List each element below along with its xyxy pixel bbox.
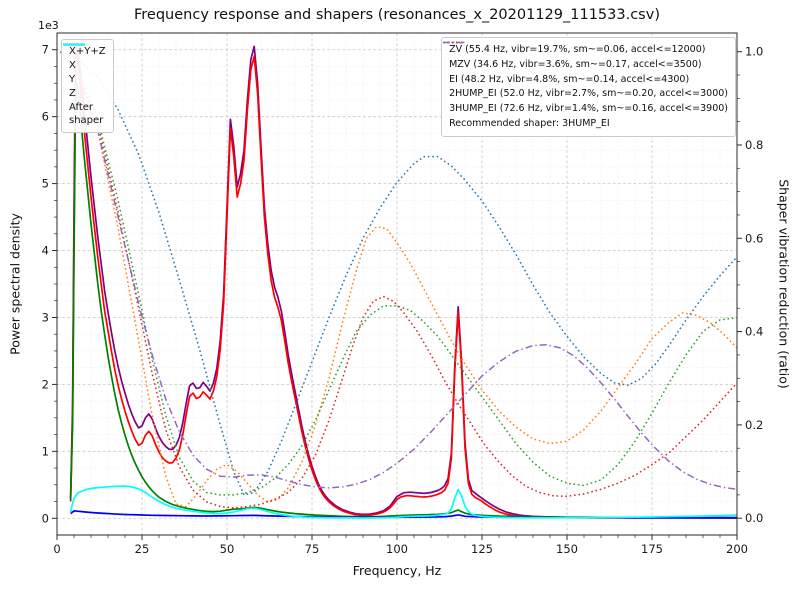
legend-item-y: Y bbox=[63, 43, 106, 86]
y-right-tick-label: 0.6 bbox=[745, 231, 763, 245]
x-tick-label: 150 bbox=[556, 542, 578, 556]
y-right-tick-label: 0.8 bbox=[745, 138, 763, 152]
x-axis-label: Frequency, Hz bbox=[352, 563, 442, 578]
x-tick-label: 175 bbox=[641, 542, 663, 556]
legend-item-mzv: MZV (34.6 Hz, vibr=3.6%, sm~=0.17, accel… bbox=[443, 41, 728, 72]
y-axis-label-left: Power spectral density bbox=[7, 213, 23, 355]
shaper-series-2HUMP_EI bbox=[59, 51, 737, 509]
legend-item-zv: ZV (55.4 Hz, vibr=19.7%, sm~=0.06, accel… bbox=[443, 41, 728, 57]
legend-line-sample bbox=[442, 38, 466, 47]
x-tick-label: 50 bbox=[220, 542, 235, 556]
y-left-tick-label: 6 bbox=[42, 110, 49, 124]
curves bbox=[59, 45, 737, 519]
legend-label: 2HUMP_EI (52.0 Hz, vibr=2.7%, sm~=0.20, … bbox=[449, 88, 728, 100]
legend-item-2hump_ei: 2HUMP_EI (52.0 Hz, vibr=2.7%, sm~=0.20, … bbox=[443, 41, 728, 101]
y-right-tick-label: 1.0 bbox=[745, 45, 763, 59]
y-left-tick-label: 0 bbox=[42, 511, 49, 525]
legend-item-z: Z bbox=[63, 43, 106, 100]
legend-label: 3HUMP_EI (72.6 Hz, vibr=1.4%, sm~=0.16, … bbox=[449, 103, 728, 115]
y-left-tick-label: 4 bbox=[42, 244, 49, 258]
y-right-tick-label: 0.2 bbox=[745, 418, 763, 432]
legend-label: Y bbox=[69, 74, 76, 85]
legend-item-recommended-shaper-note: Recommended shaper: 3HUMP_EI bbox=[449, 117, 728, 131]
y-left-tick-label: 2 bbox=[42, 377, 49, 391]
legend-label: Z bbox=[69, 88, 76, 99]
psd-series-after bbox=[69, 485, 737, 519]
legend-line-sample bbox=[63, 43, 85, 46]
psd-series-x bbox=[69, 55, 737, 519]
legend-label: X bbox=[69, 60, 76, 71]
legend-item-after: After shaper bbox=[63, 43, 106, 127]
legend-label: Recommended shaper: 3HUMP_EI bbox=[449, 117, 610, 129]
y-left-tick-label: 7 bbox=[42, 43, 49, 57]
legend-label: EI (48.2 Hz, vibr=4.8%, sm~=0.14, accel<… bbox=[449, 73, 690, 85]
legend-label: ZV (55.4 Hz, vibr=19.7%, sm~=0.06, accel… bbox=[449, 44, 706, 55]
x-tick-label: 75 bbox=[305, 542, 320, 556]
x-tick-label: 200 bbox=[726, 542, 748, 556]
legend-item-x: X bbox=[63, 43, 106, 72]
y-left-tick-label: 3 bbox=[42, 310, 49, 324]
shaper-legend: ZV (55.4 Hz, vibr=19.7%, sm~=0.06, accel… bbox=[441, 37, 736, 137]
shaper-series-ZV bbox=[60, 51, 737, 496]
y-axis-multiplier: 1e3 bbox=[38, 19, 59, 32]
y-left-tick-label: 5 bbox=[42, 177, 49, 191]
psd-series-y bbox=[69, 82, 737, 519]
legend-label: MZV (34.6 Hz, vibr=3.6%, sm~=0.17, accel… bbox=[449, 58, 702, 70]
legend-label: X+Y+Z bbox=[69, 46, 106, 57]
x-tick-label: 125 bbox=[471, 542, 493, 556]
legend-label: After shaper bbox=[69, 102, 104, 126]
legend-item-ei: EI (48.2 Hz, vibr=4.8%, sm~=0.14, accel<… bbox=[443, 41, 728, 87]
y-right-tick-label: 0.0 bbox=[745, 511, 763, 525]
x-tick-label: 100 bbox=[386, 542, 408, 556]
shaper-series-3HUMP_EI bbox=[59, 51, 737, 491]
y-left-tick-label: 1 bbox=[42, 444, 49, 458]
chart-title: Frequency response and shapers (resonanc… bbox=[134, 7, 660, 23]
y-axis-label-right: Shaper vibration reduction (ratio) bbox=[776, 179, 792, 389]
x-tick-label: 0 bbox=[53, 542, 60, 556]
x-tick-label: 25 bbox=[135, 542, 150, 556]
legend-line-sample bbox=[443, 41, 466, 44]
legend-item-3hump_ei: 3HUMP_EI (72.6 Hz, vibr=1.4%, sm~=0.16, … bbox=[443, 41, 728, 116]
ticks: 0 25 50 75 100 125 150 175 200 0 1 2 3 4 5 6 7 0.0 0.2 0.4 0… bbox=[42, 43, 764, 556]
y-right-tick-label: 0.4 bbox=[745, 325, 763, 339]
psd-legend: X+Y+Z X Y Z After shaper bbox=[61, 39, 114, 133]
